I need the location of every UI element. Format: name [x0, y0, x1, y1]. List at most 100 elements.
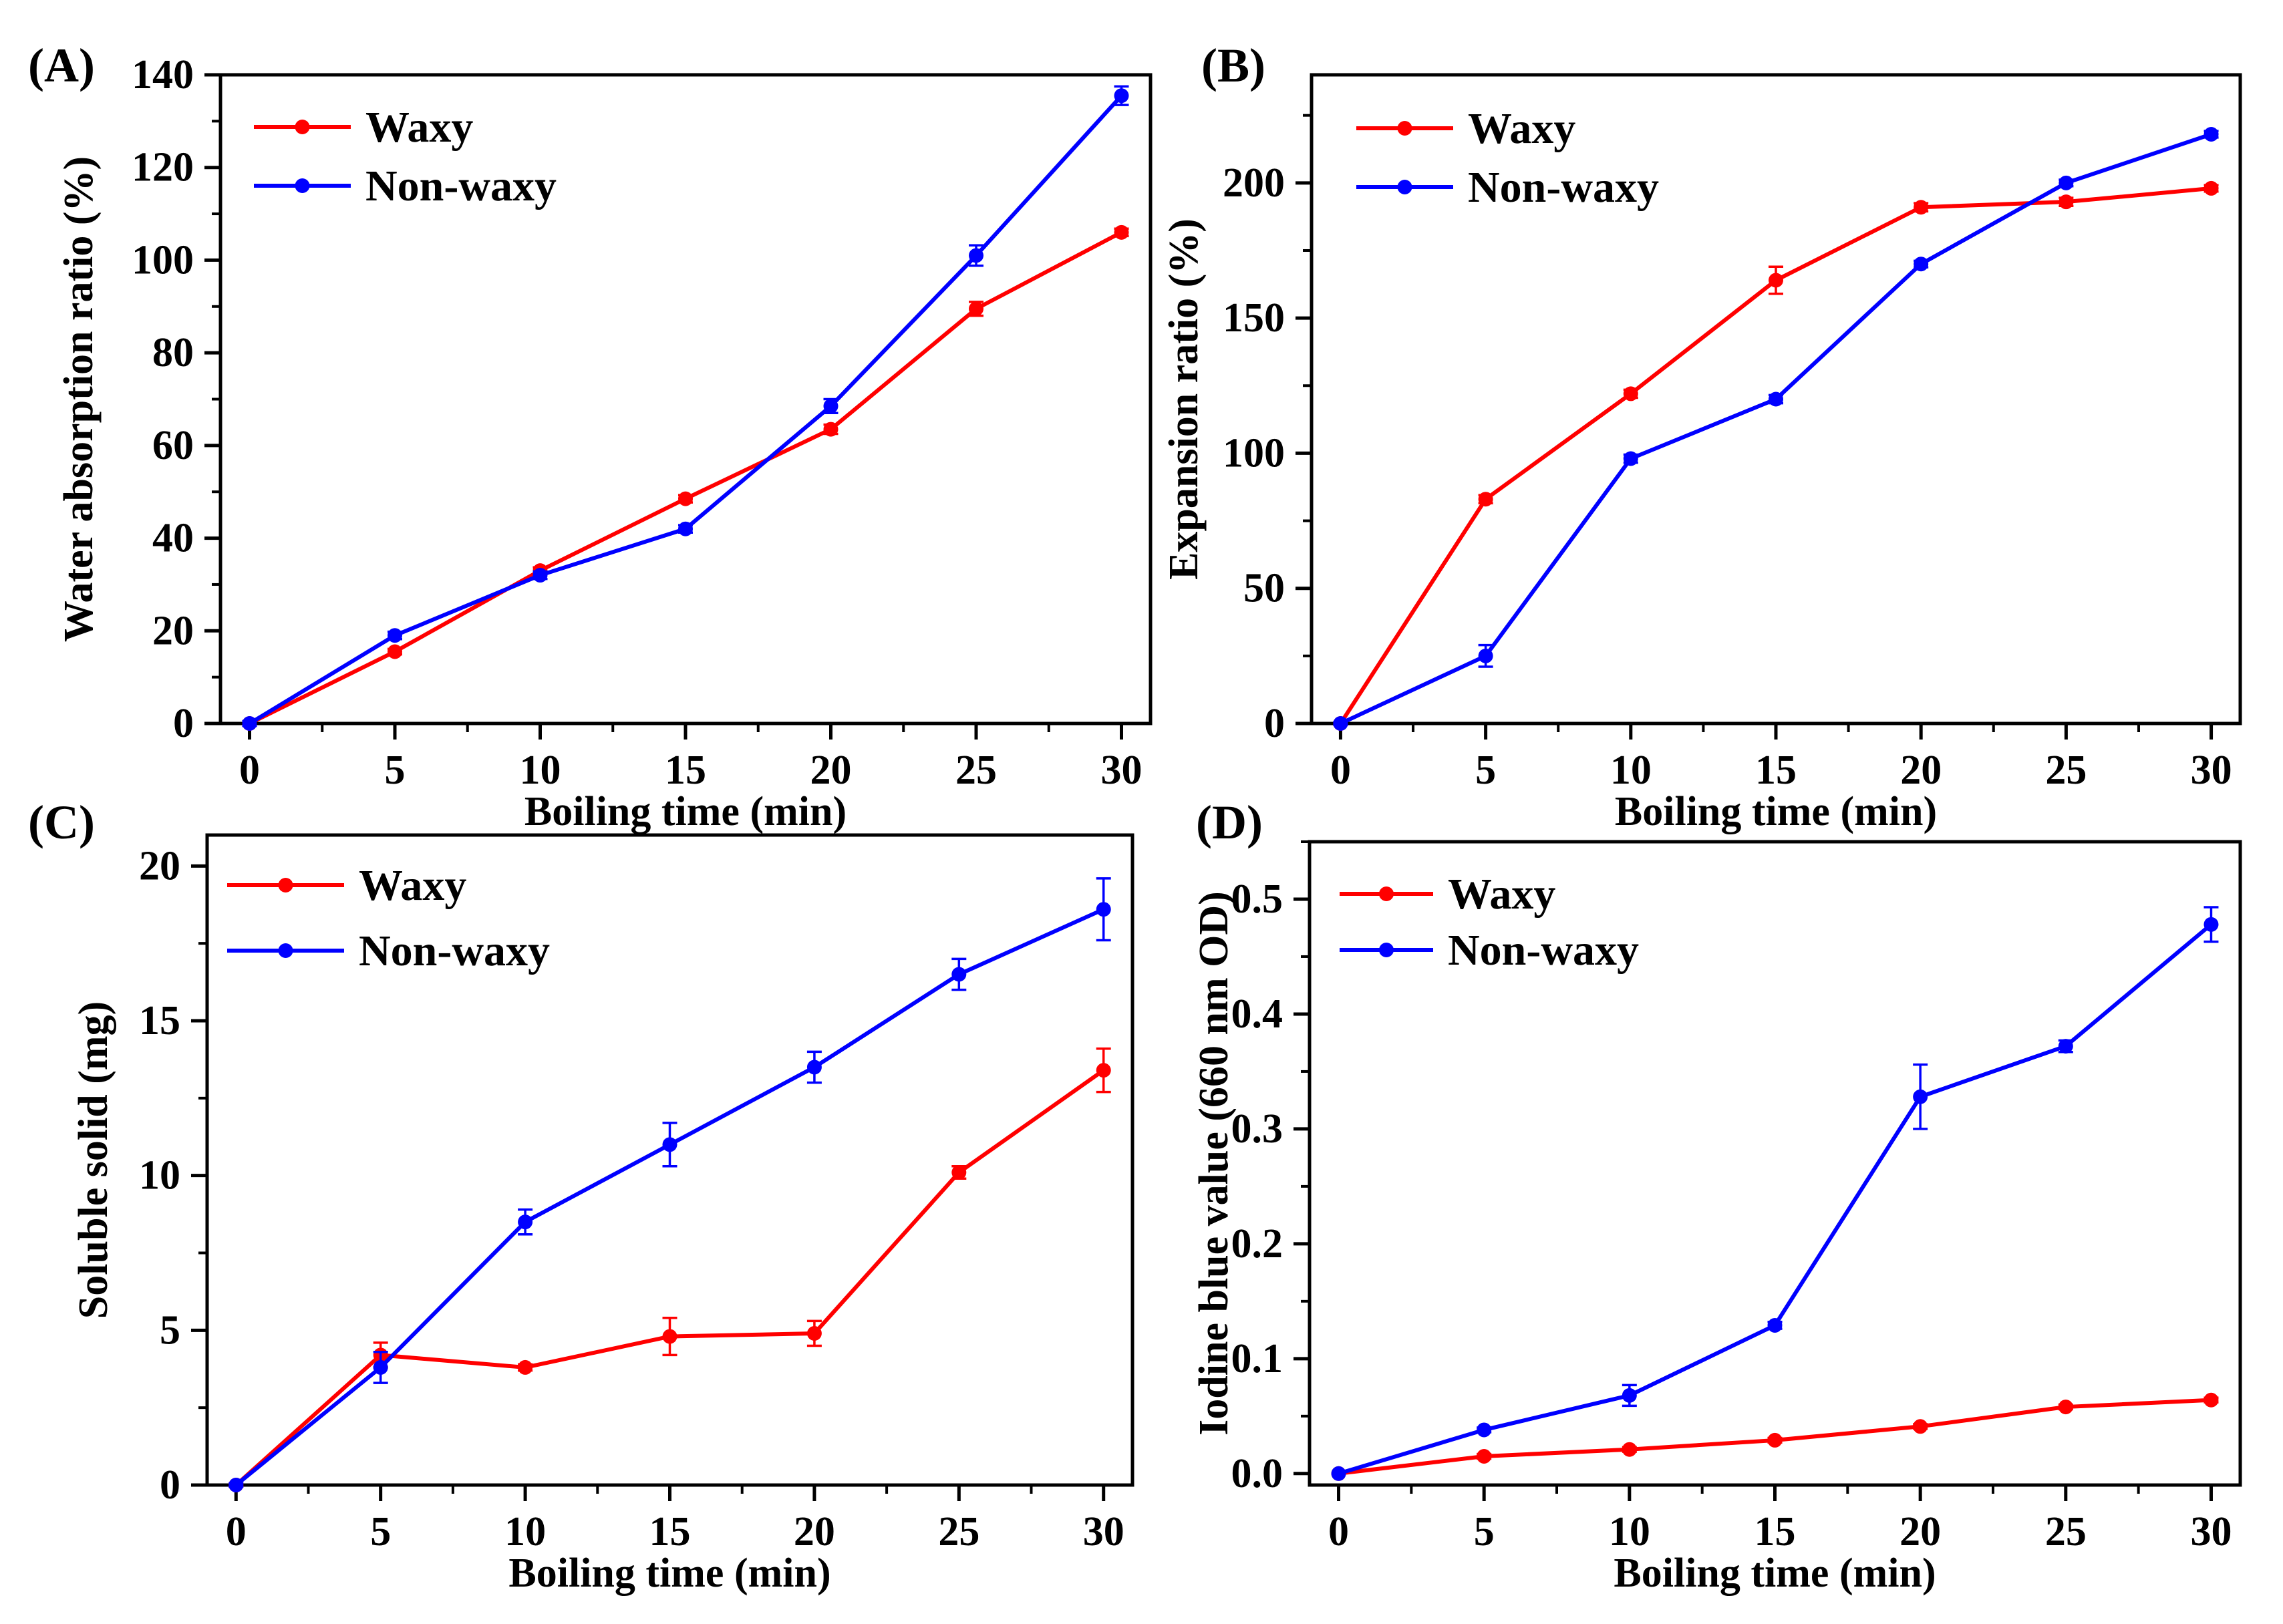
data-point — [1769, 391, 1783, 407]
x-axis-title: Boiling time (min) — [508, 1551, 830, 1596]
y-axis-title: Soluble solid (mg) — [71, 1001, 116, 1319]
legend-marker — [1397, 180, 1412, 194]
x-tick-label: 10 — [520, 748, 561, 793]
legend-label: Waxy — [359, 861, 466, 910]
data-point — [678, 491, 693, 506]
legend-label: Waxy — [1468, 104, 1575, 153]
data-point — [2203, 1392, 2219, 1408]
data-point — [2203, 127, 2219, 142]
y-tick-label: 50 — [1243, 566, 1285, 611]
data-point — [532, 568, 548, 583]
y-tick-label: 80 — [152, 330, 194, 375]
y-tick-label: 200 — [1223, 160, 1285, 206]
data-point — [1096, 902, 1111, 917]
legend-label: Waxy — [365, 103, 473, 152]
data-point — [806, 1060, 822, 1075]
data-point — [969, 248, 983, 263]
y-tick-label: 0.4 — [1231, 991, 1283, 1037]
data-point — [2059, 194, 2074, 210]
data-point — [823, 422, 839, 437]
data-point — [1331, 1466, 1346, 1481]
data-point — [1622, 1388, 1637, 1403]
x-tick-label: 0 — [226, 1509, 247, 1555]
data-point — [1333, 716, 1348, 731]
data-point — [806, 1325, 822, 1341]
x-tick-label: 30 — [2191, 748, 2232, 793]
y-tick-label: 0 — [160, 1462, 180, 1508]
panel-b: (B) 0 5 10 15 20 25 30 0 50 100 150 200 Boiling time … — [1161, 39, 2242, 834]
panel-d: (D) 0 5 10 15 20 25 30 0.0 0.1 0.2 0.3 0.4 0.5 Boiling… — [1191, 796, 2242, 1596]
x-tick-label: 30 — [2190, 1509, 2232, 1555]
legend-label: Non-waxy — [1448, 926, 1639, 975]
y-tick-label: 150 — [1223, 295, 1285, 341]
legend-marker — [1379, 943, 1394, 957]
data-point — [1767, 1317, 1783, 1333]
data-point — [1478, 492, 1493, 507]
y-tick-label: 120 — [132, 145, 194, 190]
y-tick-label: 40 — [152, 516, 194, 561]
data-point — [1114, 88, 1129, 104]
data-point — [662, 1329, 677, 1344]
x-tick-label: 0 — [1328, 1509, 1349, 1555]
x-tick-label: 25 — [2045, 748, 2087, 793]
y-tick-label: 60 — [152, 423, 194, 468]
series-line — [249, 230, 1122, 725]
data-point — [373, 1359, 388, 1375]
x-tick-label: 10 — [1609, 1509, 1650, 1555]
data-point — [1623, 451, 1638, 466]
y-tick-label: 20 — [139, 843, 180, 888]
x-tick-label: 15 — [665, 748, 706, 793]
data-point — [1477, 1422, 1492, 1438]
data-point — [969, 301, 983, 317]
x-axis-title: Boiling time (min) — [1614, 1551, 1936, 1596]
series-waxy — [229, 1047, 1111, 1492]
y-axis-title: Water absorption ratio (%) — [56, 156, 102, 642]
x-tick-label: 15 — [649, 1509, 691, 1555]
y-tick-label: 0 — [1264, 701, 1285, 746]
x-tick-label: 10 — [1610, 748, 1652, 793]
x-tick-label: 20 — [810, 748, 852, 793]
x-tick-label: 0 — [1330, 748, 1351, 793]
x-tick-label: 10 — [504, 1509, 546, 1555]
panel-label: (A) — [28, 39, 95, 92]
legend-marker — [278, 878, 293, 892]
legend-label: Waxy — [1448, 870, 1555, 919]
data-point — [1622, 1442, 1637, 1457]
data-point — [823, 398, 839, 414]
panel-a: (A) 0 5 10 15 20 25 30 0 20 40 60 80 100 120 140 Boiling… — [28, 39, 1153, 834]
x-tick-label: 25 — [2045, 1509, 2087, 1555]
y-tick-label: 20 — [152, 608, 194, 653]
panel-label: (C) — [28, 796, 95, 849]
series-line — [1338, 923, 2213, 1476]
x-tick-label: 20 — [1899, 1509, 1941, 1555]
x-axis-title: Boiling time (min) — [524, 789, 847, 834]
x-tick-label: 5 — [385, 748, 406, 793]
y-tick-label: 15 — [139, 998, 180, 1043]
y-tick-label: 0.2 — [1231, 1221, 1283, 1267]
y-tick-label: 0 — [173, 701, 194, 746]
x-tick-label: 30 — [1101, 748, 1143, 793]
data-point — [1913, 1419, 1928, 1434]
data-point — [1913, 1089, 1928, 1104]
data-point — [1096, 1063, 1111, 1078]
x-tick-label: 0 — [239, 748, 260, 793]
legend-marker — [295, 120, 310, 134]
x-tick-label: 5 — [1475, 748, 1496, 793]
series-nonwaxy — [1333, 127, 2219, 731]
series-waxy — [242, 224, 1129, 731]
x-tick-label: 30 — [1083, 1509, 1124, 1555]
data-point — [388, 628, 402, 643]
x-tick-label: 20 — [1900, 748, 1942, 793]
x-tick-label: 15 — [1755, 748, 1797, 793]
y-axis-title: Expansion ratio (%) — [1161, 218, 1207, 580]
y-tick-label: 0.0 — [1231, 1451, 1283, 1496]
data-point — [1114, 224, 1129, 240]
y-tick-label: 10 — [139, 1153, 180, 1198]
series-line — [235, 907, 1104, 1487]
data-point — [2059, 175, 2074, 190]
series-nonwaxy — [229, 877, 1111, 1492]
data-point — [951, 1165, 967, 1180]
x-tick-label: 15 — [1755, 1509, 1796, 1555]
y-tick-label: 0.3 — [1231, 1106, 1283, 1152]
legend-marker — [278, 943, 293, 958]
